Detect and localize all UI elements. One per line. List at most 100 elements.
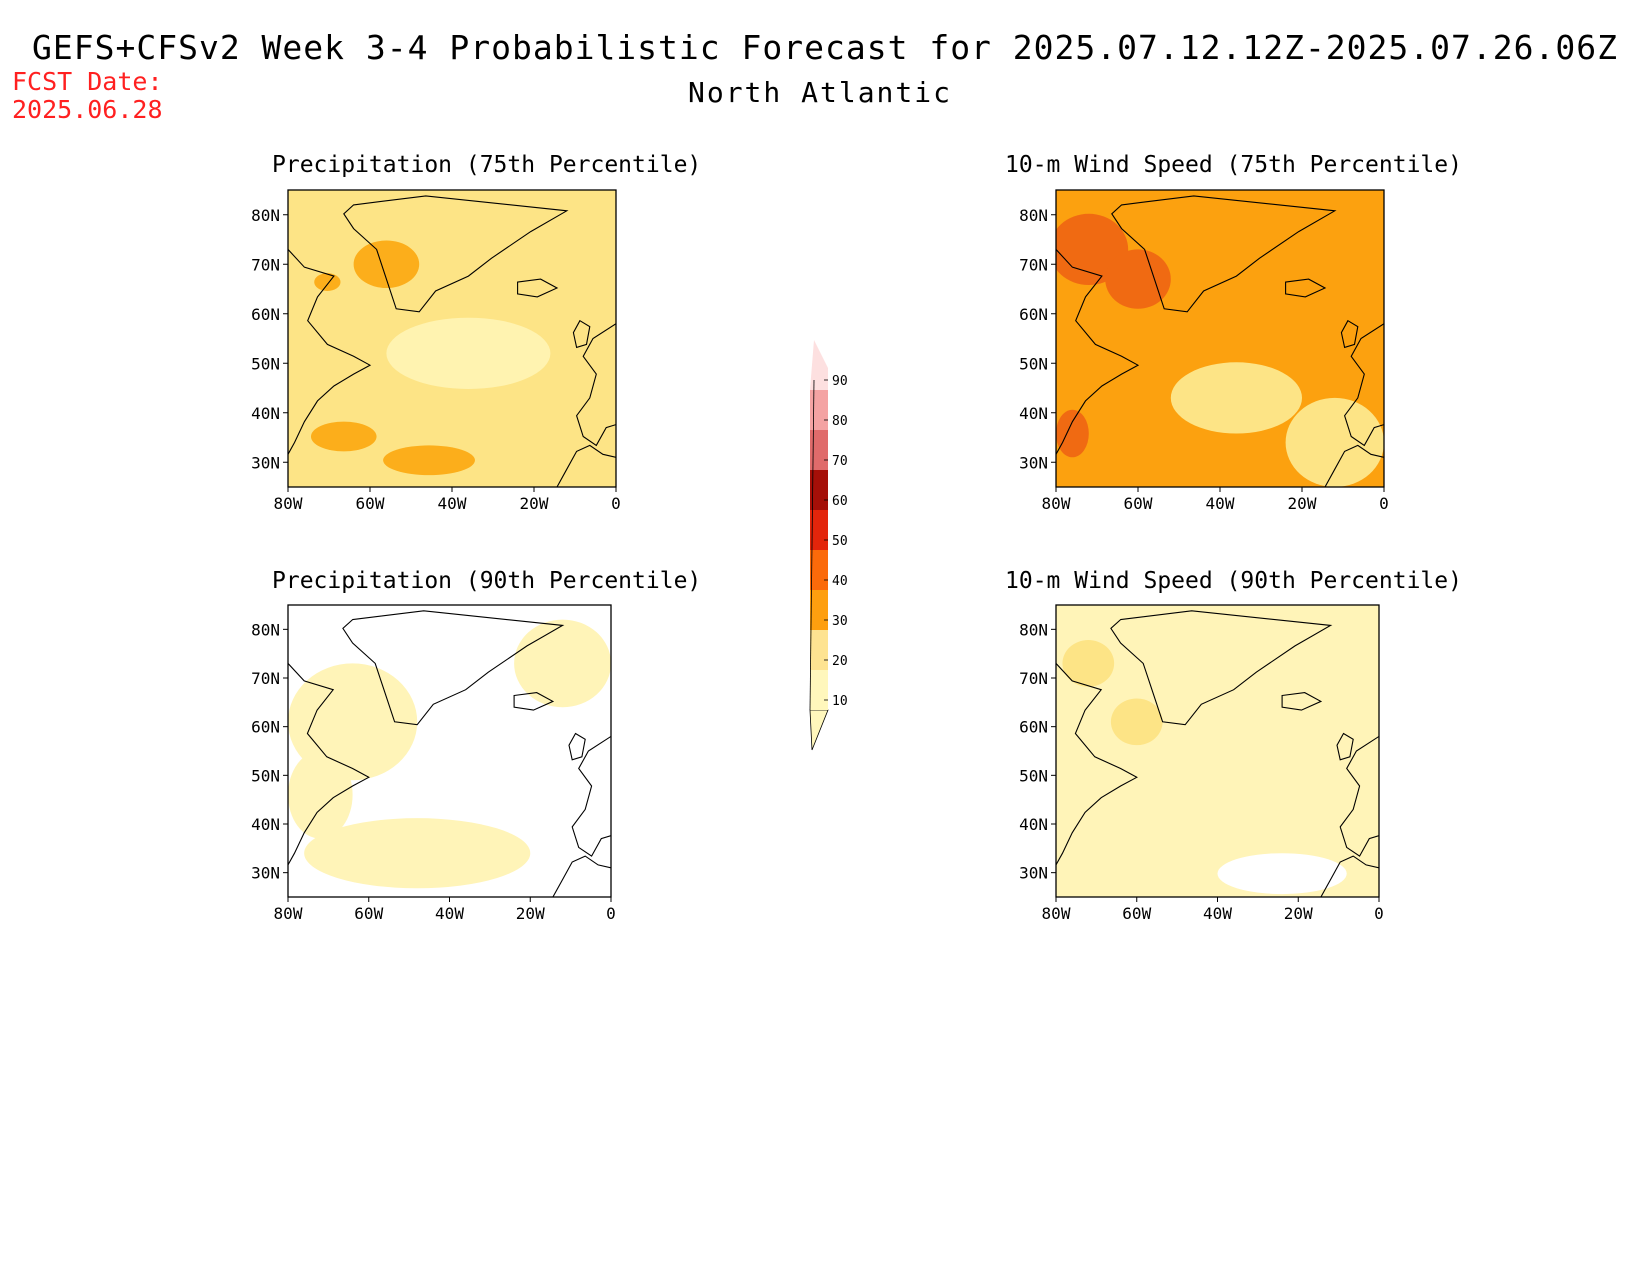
- coastline: [552, 855, 611, 897]
- map-wind-75: 80W 60W 40W 20W 0 80N 70N 60N 50N 40N 30N: [1019, 189, 1389, 513]
- x-tick-label: 80W: [1042, 904, 1071, 923]
- coastline: [572, 319, 591, 349]
- coastline: [1339, 735, 1379, 857]
- x-tick-label: 40W: [435, 904, 464, 923]
- panel-title-precip-90: Precipitation (90th Percentile): [272, 568, 702, 594]
- colorbar-swatch: [810, 590, 828, 630]
- colorbar-swatch: [810, 390, 828, 430]
- shaded-region: [314, 273, 341, 291]
- y-tick-label: 40N: [1019, 404, 1048, 423]
- colorbar-swatch: [810, 670, 828, 710]
- colorbar-label: 50: [832, 534, 848, 549]
- map-wind-90: 80W 60W 40W 20W 0 80N 70N 60N 50N 40N 30N: [1019, 604, 1384, 923]
- region-title: North Atlantic: [687, 76, 952, 109]
- colorbar-label: 10: [832, 694, 848, 709]
- coastline: [342, 610, 565, 726]
- colorbar-label: 80: [832, 414, 848, 429]
- y-tick-label: 60N: [1019, 718, 1048, 737]
- y-tick-label: 30N: [1019, 453, 1048, 472]
- coastline: [571, 735, 611, 857]
- coastline: [1336, 732, 1354, 761]
- forecast-date-label: FCST Date:: [12, 67, 163, 96]
- colorbar-label: 20: [832, 654, 848, 669]
- y-tick-label: 70N: [251, 669, 280, 688]
- y-tick-label: 50N: [251, 766, 280, 785]
- y-tick-label: 70N: [1019, 669, 1048, 688]
- forecast-date-value: 2025.06.28: [12, 95, 163, 124]
- x-tick-label: 60W: [356, 494, 385, 513]
- y-tick-label: 80N: [1019, 620, 1048, 639]
- y-tick-label: 80N: [1019, 206, 1048, 225]
- y-tick-label: 70N: [1019, 255, 1048, 274]
- colorbar-swatch: [810, 630, 828, 670]
- shaded-region: [1285, 397, 1384, 487]
- shaded-region: [1056, 409, 1089, 458]
- coastline: [1056, 249, 1140, 455]
- colorbar-label: 70: [832, 454, 848, 469]
- panel-title-wind-75: 10-m Wind Speed (75th Percentile): [1005, 152, 1462, 178]
- panel-title-precip-75: Precipitation (75th Percentile): [272, 152, 702, 178]
- colorbar: 10 20 30 40 50 60 70 80 90: [809, 340, 848, 751]
- colorbar-label: 90: [832, 374, 848, 389]
- coastline: [568, 732, 586, 761]
- map-precip-90: 80W 60W 40W 20W 0 80N 70N 60N 50N 40N 30N: [251, 604, 616, 923]
- x-tick-label: 20W: [1288, 494, 1317, 513]
- x-tick-label: 40W: [1206, 494, 1235, 513]
- y-tick-label: 40N: [251, 404, 280, 423]
- y-tick-label: 60N: [251, 305, 280, 324]
- x-tick-label: 80W: [274, 494, 303, 513]
- x-tick-label: 60W: [1124, 494, 1153, 513]
- y-tick-label: 80N: [251, 620, 280, 639]
- main-title: GEFS+CFSv2 Week 3-4 Probabilistic Foreca…: [32, 28, 1618, 67]
- forecast-date-block: FCST Date: 2025.06.28: [12, 68, 163, 124]
- coastline: [575, 323, 616, 447]
- shaded-region: [514, 619, 611, 708]
- panel-title-wind-90: 10-m Wind Speed (90th Percentile): [1005, 568, 1462, 594]
- coastline: [1110, 610, 1333, 726]
- coastline: [288, 663, 370, 866]
- coastline: [343, 195, 569, 313]
- x-tick-label: 20W: [516, 904, 545, 923]
- y-tick-label: 40N: [251, 815, 280, 834]
- x-tick-label: 80W: [274, 904, 303, 923]
- x-tick-label: 0: [611, 494, 621, 513]
- shaded-region: [1217, 853, 1347, 895]
- colorbar-swatch: [810, 510, 828, 550]
- x-tick-label: 60W: [1122, 904, 1151, 923]
- x-tick-label: 20W: [1284, 904, 1313, 923]
- x-tick-label: 0: [1374, 904, 1384, 923]
- colorbar-label: 60: [832, 494, 848, 509]
- coastline: [288, 249, 372, 455]
- y-tick-label: 40N: [1019, 815, 1048, 834]
- y-tick-label: 30N: [251, 453, 280, 472]
- shaded-region: [1170, 362, 1302, 434]
- x-tick-label: 20W: [520, 494, 549, 513]
- coastline: [1285, 278, 1327, 298]
- colorbar-label: 30: [832, 614, 848, 629]
- y-tick-label: 50N: [1019, 354, 1048, 373]
- y-tick-label: 60N: [251, 718, 280, 737]
- coastline: [1324, 444, 1384, 487]
- shaded-region: [353, 240, 420, 289]
- shaded-region: [310, 421, 377, 452]
- shaded-region: [386, 317, 551, 389]
- shaded-region: [1062, 640, 1115, 687]
- colorbar-tip-low: [809, 709, 829, 751]
- y-tick-label: 60N: [1019, 305, 1048, 324]
- coastline: [1320, 855, 1379, 897]
- coastline: [513, 692, 555, 711]
- coastline: [1111, 195, 1337, 313]
- colorbar-swatch: [810, 430, 828, 470]
- map-precip-75: 80W 60W 40W 20W 0 80N 70N 60N 50N 40N 30N: [251, 189, 621, 513]
- x-tick-label: 0: [1379, 494, 1389, 513]
- x-tick-label: 40W: [438, 494, 467, 513]
- coastline: [1343, 323, 1384, 447]
- shaded-region: [1105, 249, 1171, 309]
- colorbar-label: 40: [832, 574, 848, 589]
- y-tick-label: 30N: [251, 864, 280, 883]
- shaded-region: [383, 445, 475, 476]
- y-tick-label: 50N: [251, 354, 280, 373]
- y-tick-label: 70N: [251, 255, 280, 274]
- colorbar-swatch: [810, 470, 828, 510]
- y-tick-label: 50N: [1019, 766, 1048, 785]
